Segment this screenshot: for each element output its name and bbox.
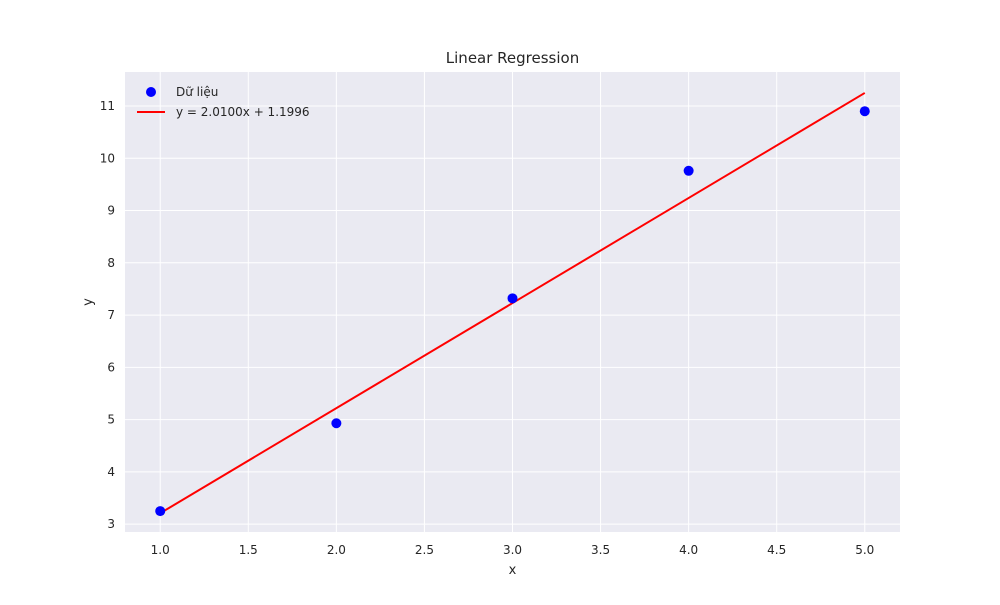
legend-label-data: Dữ liệu (176, 85, 218, 99)
x-axis-label: x (509, 563, 517, 578)
x-tick-label: 5.0 (855, 543, 874, 557)
data-point (507, 293, 518, 304)
legend-label-fit-line: y = 2.0100x + 1.1996 (176, 105, 310, 119)
y-tick-label: 10 (100, 151, 115, 165)
series-layer (155, 92, 870, 517)
y-tick-labels: 3 4 5 6 7 8 9 10 11 (100, 99, 115, 531)
y-tick-label: 4 (107, 465, 115, 479)
y-tick-label: 7 (107, 308, 115, 322)
y-tick-label: 5 (107, 413, 115, 427)
x-tick-label: 3.5 (591, 543, 610, 557)
y-axis-label: y (81, 298, 96, 306)
y-tick-label: 8 (107, 256, 115, 270)
y-tick-label: 11 (100, 99, 115, 113)
x-tick-labels: 1.0 1.5 2.0 2.5 3.0 3.5 4.0 4.5 5.0 (151, 543, 875, 557)
x-tick-label: 3.0 (503, 543, 522, 557)
data-point (155, 506, 166, 517)
legend: Dữ liệu y = 2.0100x + 1.1996 (137, 85, 310, 119)
x-tick-label: 1.0 (151, 543, 170, 557)
data-point (683, 165, 694, 176)
grid-lines (125, 72, 900, 532)
x-tick-label: 1.5 (239, 543, 258, 557)
data-point (859, 106, 870, 117)
y-tick-label: 9 (107, 204, 115, 218)
y-tick-label: 3 (107, 517, 115, 531)
legend-marker-data (146, 87, 156, 97)
x-tick-label: 4.5 (767, 543, 786, 557)
x-tick-label: 4.0 (679, 543, 698, 557)
x-tick-label: 2.0 (327, 543, 346, 557)
chart-title: Linear Regression (446, 49, 579, 67)
data-point (331, 418, 342, 429)
x-tick-label: 2.5 (415, 543, 434, 557)
y-tick-label: 6 (107, 360, 115, 374)
